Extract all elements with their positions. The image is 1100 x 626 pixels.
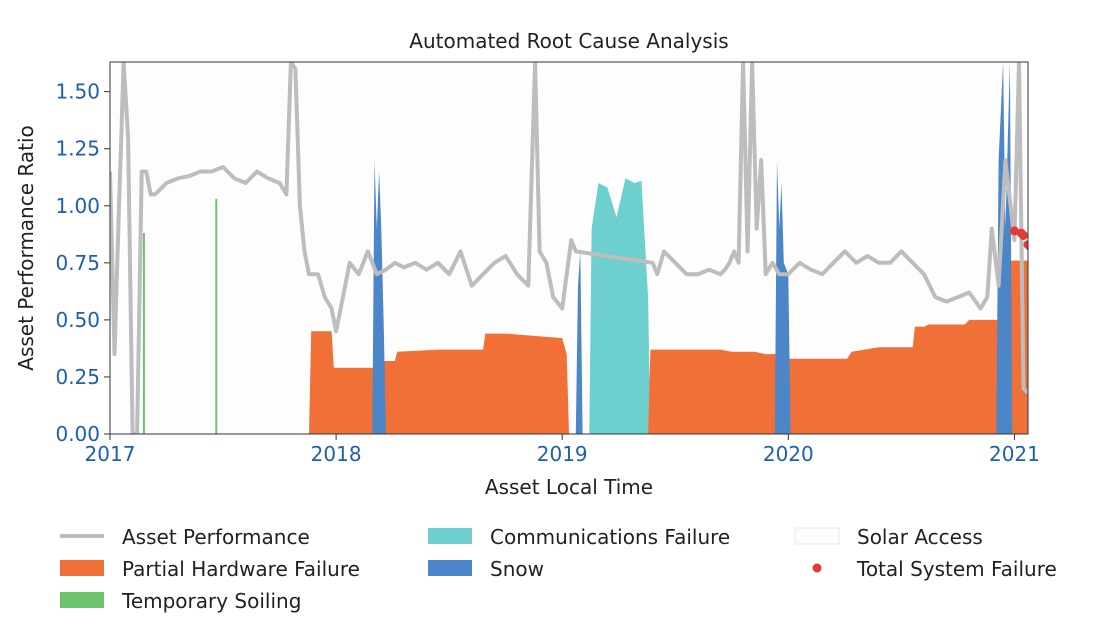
- asset-performance-line: [110, 62, 1028, 434]
- total-system-failure-point: [1025, 242, 1028, 251]
- legend-item-communications-failure: Communications Failure: [428, 525, 730, 549]
- legend-item-partial-hardware-failure: Partial Hardware Failure: [60, 557, 360, 581]
- x-tick-label: 2019: [537, 442, 588, 466]
- partial-hardware-failure-area: [309, 260, 1028, 434]
- y-tick-label: 1.50: [55, 80, 100, 104]
- legend-label: Communications Failure: [490, 525, 730, 549]
- y-tick-label: 0.00: [55, 422, 100, 446]
- y-tick-label: 0.75: [55, 251, 100, 275]
- total-system-failure-point: [1018, 230, 1028, 240]
- x-axis-label: Asset Local Time: [485, 475, 653, 499]
- legend-swatch: [428, 528, 472, 544]
- legend-item-temporary-soiling: Temporary Soiling: [60, 589, 301, 613]
- y-axis-label: Asset Performance Ratio: [14, 125, 38, 370]
- plot-frame: [109, 61, 1029, 435]
- legend-item-total-system-failure: Total System Failure: [812, 557, 1057, 581]
- communications-failure-area: [589, 178, 651, 434]
- y-tick-label: 1.00: [55, 194, 100, 218]
- legend-item-snow: Snow: [428, 557, 544, 581]
- legend-label: Solar Access: [857, 525, 983, 549]
- legend-label: Total System Failure: [856, 557, 1057, 581]
- legend-swatch: [794, 527, 840, 545]
- legend-label: Snow: [490, 557, 544, 581]
- legend-item-solar-access: Solar Access: [794, 525, 983, 549]
- total-system-failure-point: [1009, 226, 1019, 236]
- legend-swatch: [60, 560, 104, 576]
- x-tick-label: 2017: [85, 442, 136, 466]
- x-tick-label: 2020: [763, 442, 814, 466]
- legend-label: Partial Hardware Failure: [122, 557, 360, 581]
- y-tick-label: 0.25: [55, 365, 100, 389]
- legend-item-asset-performance: Asset Performance: [60, 525, 310, 549]
- legend-label: Asset Performance: [122, 525, 310, 549]
- chart-title: Automated Root Cause Analysis: [409, 29, 728, 53]
- x-tick-label: 2018: [311, 442, 362, 466]
- legend-swatch: [812, 563, 822, 573]
- legend-label: Temporary Soiling: [121, 589, 301, 613]
- legend-swatch: [60, 592, 104, 608]
- y-tick-label: 1.25: [55, 137, 100, 161]
- y-tick-label: 0.50: [55, 308, 100, 332]
- x-tick-label: 2021: [989, 442, 1040, 466]
- legend-swatch: [428, 560, 472, 576]
